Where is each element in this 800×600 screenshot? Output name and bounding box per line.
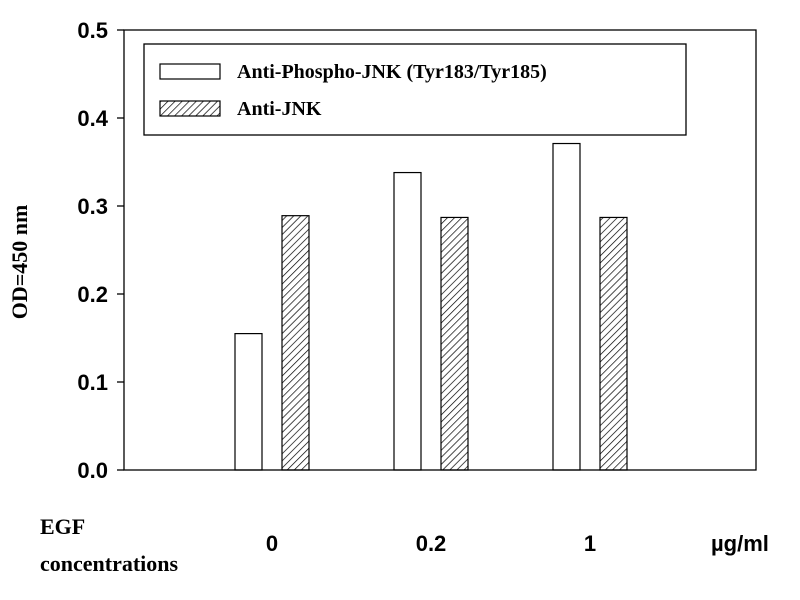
legend-label-series-1: Anti-Phospho-JNK (Tyr183/Tyr185) bbox=[237, 61, 547, 83]
y-tick-label: 0.2 bbox=[77, 282, 108, 307]
x-axis-title-line2: concentrations bbox=[40, 551, 179, 576]
legend-swatch-series-2 bbox=[159, 100, 221, 117]
plot-frame bbox=[123, 29, 757, 471]
bar-series-2-2 bbox=[599, 216, 628, 471]
bar-series-1-0 bbox=[234, 333, 263, 471]
x-axis-unit: µg/ml bbox=[711, 531, 769, 556]
bar-series-2-1 bbox=[440, 216, 469, 471]
x-axis-title-line1: EGF bbox=[40, 514, 85, 539]
x-tick-label: 1 bbox=[584, 531, 596, 556]
y-tick-label: 0.4 bbox=[77, 106, 108, 131]
y-tick-label: 0.1 bbox=[77, 370, 108, 395]
y-tick-label: 0.0 bbox=[77, 458, 108, 483]
legend-swatch-series-1 bbox=[159, 63, 221, 80]
bar-series-1-1 bbox=[393, 171, 422, 471]
x-tick-label: 0.2 bbox=[416, 531, 447, 556]
legend-box bbox=[143, 43, 687, 136]
bar-series-1-2 bbox=[552, 142, 581, 471]
x-tick-label: 0 bbox=[266, 531, 278, 556]
y-tick-label: 0.5 bbox=[77, 18, 108, 43]
legend: Anti-Phospho-JNK (Tyr183/Tyr185) Anti-JN… bbox=[143, 43, 687, 136]
y-tick-label: 0.3 bbox=[77, 194, 108, 219]
legend-label-series-2: Anti-JNK bbox=[237, 98, 322, 120]
y-axis-title: OD=450 nm bbox=[7, 205, 32, 320]
bar-series-2-0 bbox=[281, 215, 310, 471]
